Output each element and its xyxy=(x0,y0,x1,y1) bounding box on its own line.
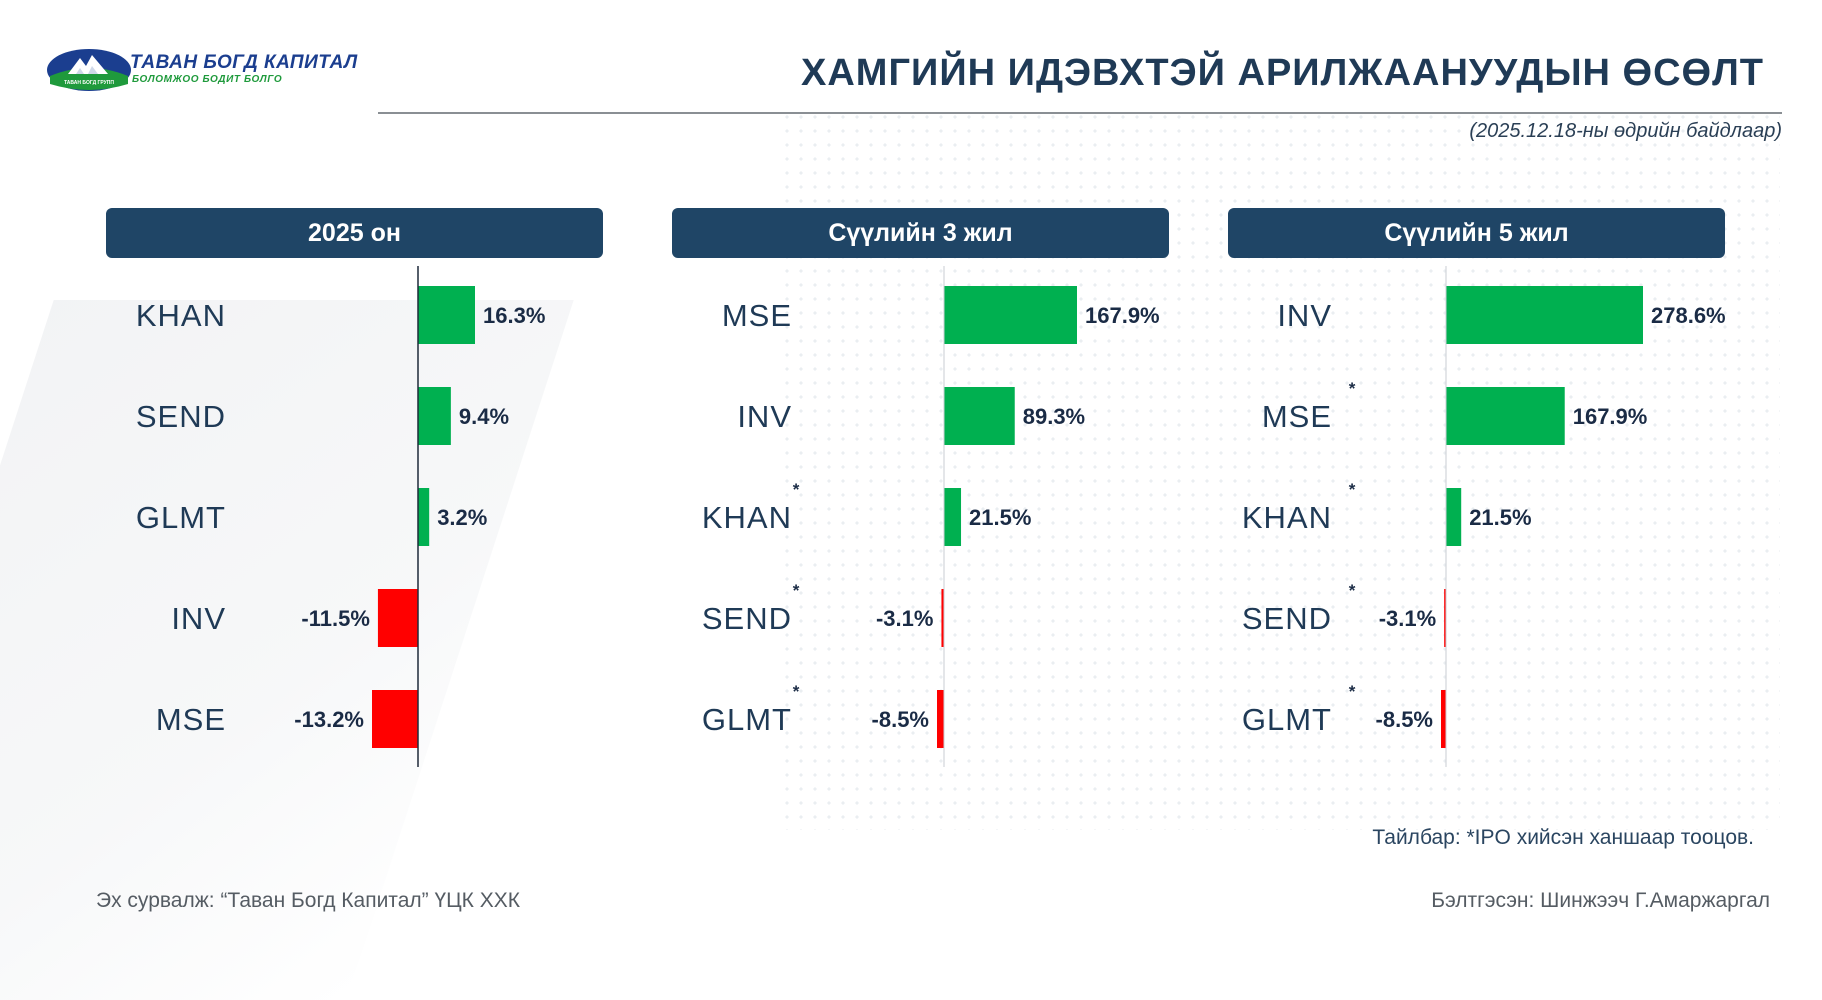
ipo-marker-send: * xyxy=(793,581,800,600)
category-label-send: SEND xyxy=(1242,601,1332,636)
bar-khan xyxy=(418,286,475,344)
category-label-khan: KHAN xyxy=(136,298,226,333)
bar-glmt xyxy=(937,690,944,748)
value-label-glmt: -8.5% xyxy=(1376,707,1433,732)
logo-slogan: БОЛОМЖОО БОДИТ БОЛГО xyxy=(132,74,283,85)
page-subtitle: (2025.12.18-ны өдрийн байдлаар) xyxy=(1469,120,1782,142)
value-label-send: -3.1% xyxy=(876,606,933,631)
mountain-logo-icon: ТАВАН БОГД ГРУПП xyxy=(47,49,131,91)
ipo-marker-khan: * xyxy=(1349,480,1356,499)
bar-send xyxy=(418,387,451,445)
value-label-khan: 21.5% xyxy=(969,505,1031,530)
category-label-khan: KHAN xyxy=(1242,500,1332,535)
category-label-inv: INV xyxy=(1277,298,1332,333)
category-label-glmt: GLMT xyxy=(136,500,226,535)
bar-send xyxy=(1444,589,1447,647)
category-label-mse: MSE xyxy=(1262,399,1332,434)
value-label-mse: 167.9% xyxy=(1573,404,1648,429)
category-label-mse: MSE xyxy=(722,298,792,333)
panel-header-3-years: Сүүлийн 3 жил xyxy=(672,208,1169,258)
logo-name: ТАВАН БОГД КАПИТАЛ xyxy=(130,52,358,73)
value-label-inv: 278.6% xyxy=(1651,303,1726,328)
value-label-send: -3.1% xyxy=(1379,606,1436,631)
category-label-inv: INV xyxy=(737,399,792,434)
bar-khan xyxy=(1446,488,1462,546)
value-label-mse: -13.2% xyxy=(294,707,364,732)
category-label-khan: KHAN xyxy=(702,500,792,535)
bar-send xyxy=(941,589,944,647)
title-divider xyxy=(378,112,1782,114)
author-note: Бэлтгэсэн: Шинжээч Г.Амаржаргал xyxy=(1431,889,1770,912)
logo-mark-text: ТАВАН БОГД ГРУПП xyxy=(64,80,114,86)
ipo-marker-send: * xyxy=(1349,581,1356,600)
ipo-marker-khan: * xyxy=(793,480,800,499)
bar-glmt xyxy=(1441,690,1446,748)
value-label-inv: -11.5% xyxy=(301,606,370,631)
bar-mse xyxy=(372,690,418,748)
bar-inv xyxy=(377,589,418,647)
ipo-marker-glmt: * xyxy=(793,682,800,701)
page-title: ХАМГИЙН ИДЭВХТЭЙ АРИЛЖААНУУДЫН ӨСӨЛТ xyxy=(801,52,1764,94)
ipo-marker-glmt: * xyxy=(1349,682,1356,701)
panel-header-2025: 2025 он xyxy=(106,208,603,258)
category-label-inv: INV xyxy=(171,601,226,636)
category-label-mse: MSE xyxy=(156,702,226,737)
bar-glmt xyxy=(418,488,430,546)
value-label-inv: 89.3% xyxy=(1023,404,1085,429)
bar-mse xyxy=(944,286,1077,344)
bar-inv xyxy=(1446,286,1643,344)
value-label-khan: 16.3% xyxy=(483,303,545,328)
footnote: Тайлбар: *IPO хийсэн ханшаар тооцов. xyxy=(1372,826,1754,849)
chart-5-years: 278.6% INV 167.9% MSE * 21.5% KHAN * -3.1% SEND * -… xyxy=(1242,266,1726,767)
bar-khan xyxy=(944,488,962,546)
chart-2025: 16.3% KHAN 9.4% SEND 3.2% GLMT -11.5% INV -13.2%… xyxy=(136,266,545,767)
bar-inv xyxy=(944,387,1015,445)
value-label-send: 9.4% xyxy=(459,404,509,429)
bar-mse xyxy=(1446,387,1565,445)
panel-header-5-years: Сүүлийн 5 жил xyxy=(1228,208,1725,258)
company-logo: ТАВАН БОГД ГРУПП ТАВАН БОГД КАПИТАЛ БОЛО… xyxy=(46,46,357,92)
ipo-marker-mse: * xyxy=(1349,379,1356,398)
source-note: Эх сурвалж: “Таван Богд Капитал” ҮЦК ХХК xyxy=(96,889,520,912)
value-label-glmt: 3.2% xyxy=(437,505,487,530)
chart-3-years: 167.9%MSE89.3%INV21.5%KHAN*-3.1%SEND*-8.… xyxy=(702,266,1160,767)
category-label-send: SEND xyxy=(702,601,792,636)
value-label-mse: 167.9% xyxy=(1085,303,1160,328)
value-label-khan: 21.5% xyxy=(1469,505,1531,530)
category-label-glmt: GLMT xyxy=(702,702,792,737)
category-label-send: SEND xyxy=(136,399,226,434)
value-label-glmt: -8.5% xyxy=(872,707,929,732)
category-label-glmt: GLMT xyxy=(1242,702,1332,737)
